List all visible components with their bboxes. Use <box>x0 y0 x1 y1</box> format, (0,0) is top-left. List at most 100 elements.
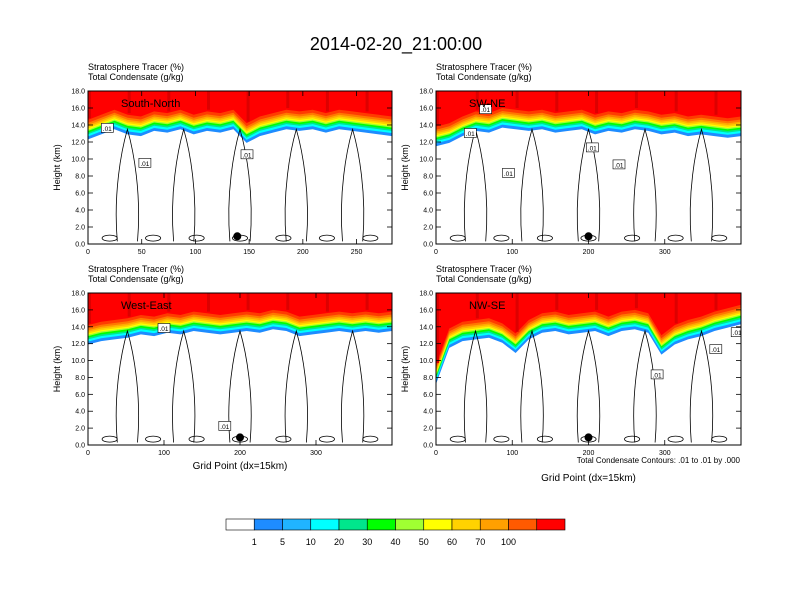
section-label: South-North <box>121 98 180 110</box>
tracer-stripe <box>475 91 479 110</box>
y-tick-label: 6.0 <box>423 392 433 399</box>
colorbar-label: 1 <box>252 537 257 547</box>
x-tick-label: 250 <box>351 249 363 256</box>
contour-blob <box>145 435 162 443</box>
contour-line <box>463 329 488 443</box>
contour-blob <box>493 435 510 443</box>
panel-1: Stratosphere Tracer (%)Total Condensate … <box>52 62 393 256</box>
contour-label-box <box>240 149 254 160</box>
tracer-stripe <box>674 91 678 112</box>
x-tick-label: 100 <box>506 249 518 256</box>
contour-line <box>340 329 365 443</box>
y-tick-label: 12.0 <box>71 140 85 147</box>
contour-label: .01 <box>588 145 597 152</box>
panel-2: Stratosphere Tracer (%)Total Condensate … <box>400 62 742 256</box>
tracer-stripe <box>365 293 369 310</box>
contour-blob <box>536 234 553 242</box>
contour-line <box>172 329 196 443</box>
contour-label-box <box>218 421 232 431</box>
contour-label-box <box>479 104 492 114</box>
tracer-band-0 <box>88 91 392 124</box>
tracer-band-0 <box>436 293 741 365</box>
colorbar-swatch <box>423 518 453 531</box>
y-tick-label: 0.0 <box>423 443 433 450</box>
contour-blob <box>101 435 118 443</box>
colorbar-label: 100 <box>501 537 516 547</box>
variable-line-2: Total Condensate (g/kg) <box>436 72 532 82</box>
contour-label: .01 <box>466 131 475 138</box>
contour-label-box <box>157 323 171 333</box>
y-tick-label: 8.0 <box>75 174 85 181</box>
y-tick-label: 16.0 <box>419 307 433 314</box>
y-tick-label: 2.0 <box>423 426 433 433</box>
tracer-stripe <box>246 91 250 122</box>
contour-label-box <box>101 123 114 133</box>
contour-line <box>115 329 140 443</box>
y-tick-label: 2.0 <box>75 426 85 433</box>
x-tick-label: 100 <box>158 450 170 457</box>
tracer-stripe <box>555 293 559 310</box>
y-tick-label: 4.0 <box>75 208 85 215</box>
contour-line <box>576 127 601 242</box>
colorbar-swatch <box>338 518 368 531</box>
colorbar-label: 40 <box>390 537 400 547</box>
contour-label-box <box>730 327 741 338</box>
tracer-stripe <box>436 293 439 364</box>
condensate-contours <box>101 127 379 242</box>
y-tick-label: 4.0 <box>75 409 85 416</box>
colorbar-swatch <box>225 518 255 531</box>
colorbar-swatch <box>536 518 566 531</box>
tracer-stripe <box>286 293 290 310</box>
contour-blob <box>275 435 292 443</box>
y-tick-label: 6.0 <box>75 191 85 198</box>
colorbar-label: 30 <box>362 537 372 547</box>
tracer-stripe <box>555 91 559 112</box>
x-tick-label: 50 <box>138 249 146 256</box>
contour-blob <box>318 435 335 443</box>
y-tick-label: 14.0 <box>419 324 433 331</box>
variable-line-2: Total Condensate (g/kg) <box>436 274 532 284</box>
x-tick-label: 200 <box>583 450 595 457</box>
x-tick-label: 200 <box>583 249 595 256</box>
x-tick-label: 0 <box>86 249 90 256</box>
y-tick-label: 16.0 <box>419 106 433 113</box>
contour-blob <box>362 435 379 443</box>
tracer-stripe <box>634 293 638 309</box>
tracer-stripe <box>207 293 210 312</box>
contour-line <box>284 127 308 242</box>
y-tick-label: 18.0 <box>71 89 85 96</box>
y-tick-label: 12.0 <box>71 341 85 348</box>
variable-line-1: Stratosphere Tracer (%) <box>436 62 532 72</box>
colorbar-label: 10 <box>306 537 316 547</box>
y-tick-label: 18.0 <box>419 291 433 298</box>
colorbar-swatch <box>395 518 425 531</box>
y-tick-label: 8.0 <box>423 174 433 181</box>
y-tick-label: 10.0 <box>419 358 433 365</box>
y-axis-label: Height (km) <box>400 346 410 393</box>
y-tick-label: 2.0 <box>423 225 433 232</box>
contour-label: .01 <box>614 162 623 169</box>
y-tick-label: 14.0 <box>419 123 433 130</box>
x-tick-label: 200 <box>297 249 309 256</box>
contour-line <box>520 329 544 443</box>
contour-line <box>172 127 196 242</box>
contour-label: .01 <box>242 152 251 159</box>
tracer-stripe <box>325 91 329 112</box>
x-tick-label: 100 <box>190 249 202 256</box>
tracer-stripe <box>88 293 91 324</box>
y-axis-label: Height (km) <box>52 346 62 393</box>
x-axis-label: Grid Point (dx=15km) <box>193 461 288 472</box>
contour-blob <box>667 234 684 242</box>
y-tick-label: 4.0 <box>423 409 433 416</box>
y-tick-label: 2.0 <box>75 225 85 232</box>
colorbar-swatch <box>479 518 509 531</box>
y-tick-label: 16.0 <box>71 106 85 113</box>
contour-label: .01 <box>220 424 229 431</box>
tracer-field: .01 .01 <box>88 293 392 445</box>
y-axis-label: Height (km) <box>52 144 62 191</box>
y-tick-label: 10.0 <box>71 358 85 365</box>
variable-line-1: Stratosphere Tracer (%) <box>436 264 532 274</box>
contour-blob <box>536 435 553 443</box>
tracer-stripe <box>714 293 718 310</box>
x-tick-label: 100 <box>506 450 518 457</box>
